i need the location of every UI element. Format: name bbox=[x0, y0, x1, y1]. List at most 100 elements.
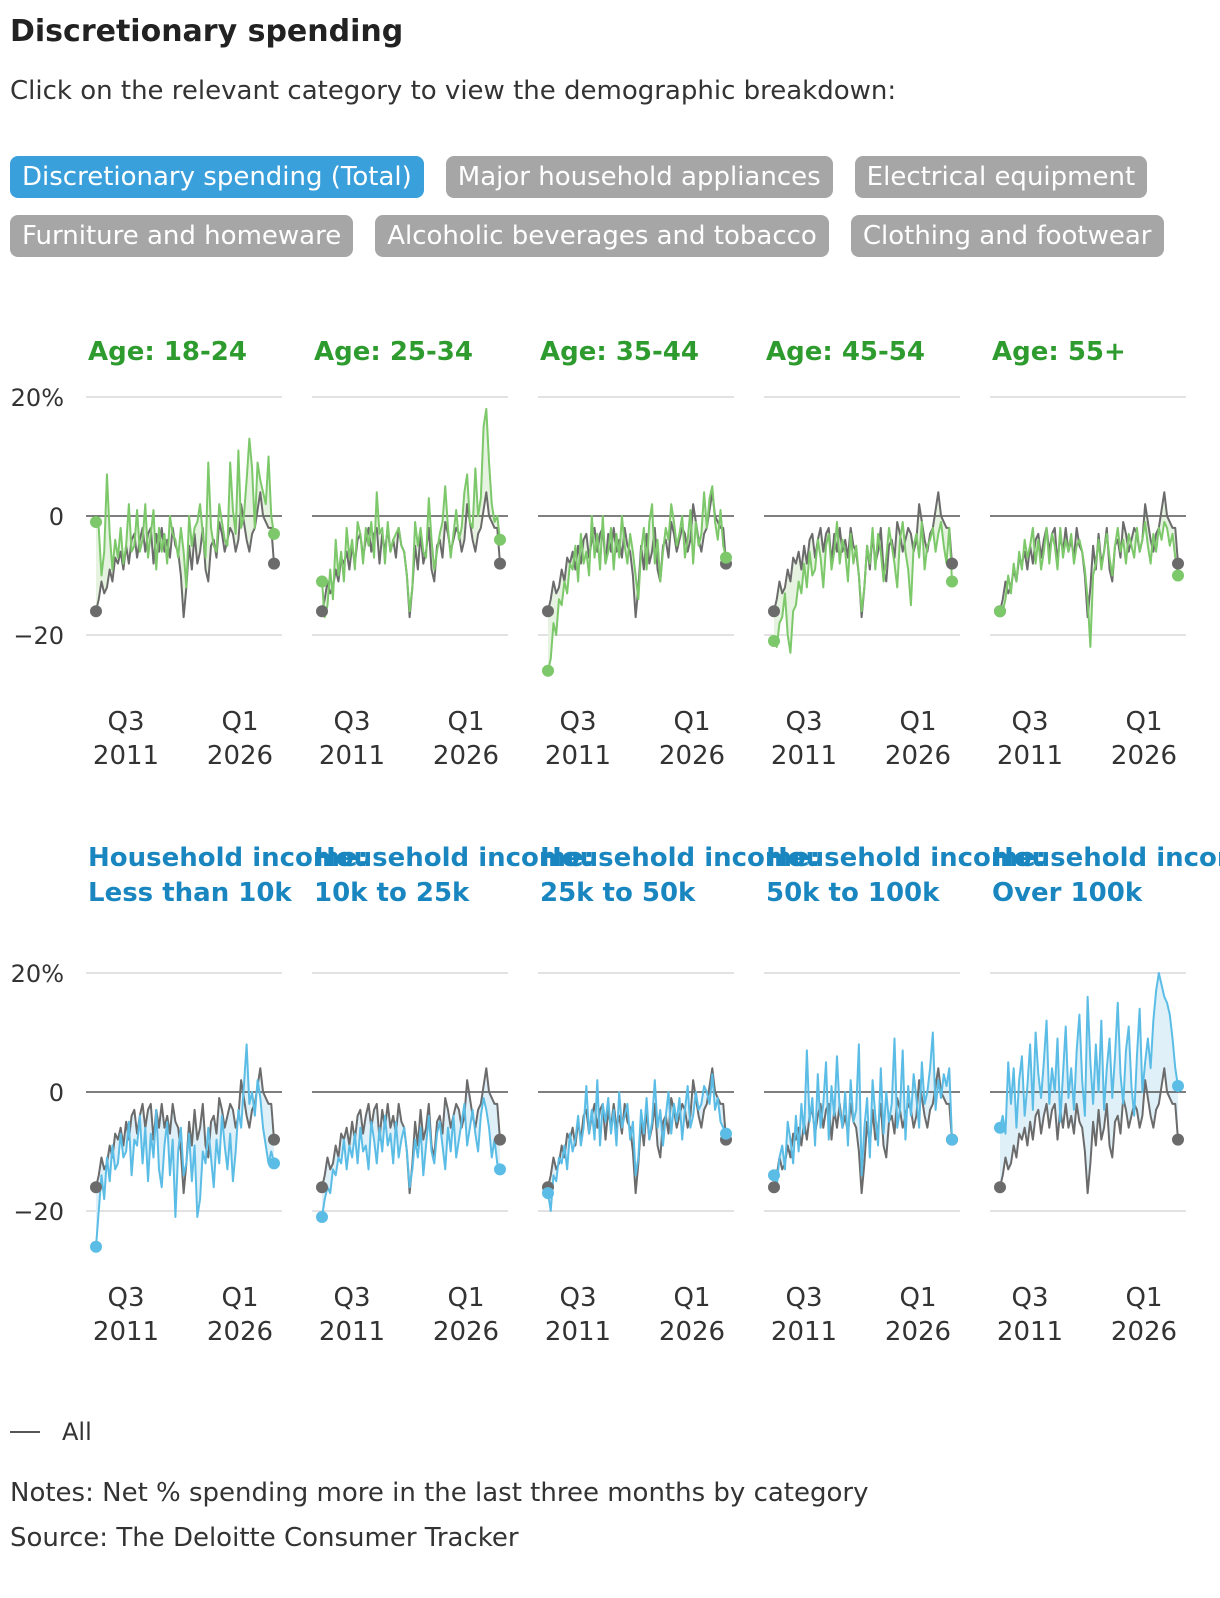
x-tick-label: Q1 bbox=[899, 707, 936, 737]
x-tick-label: Q3 bbox=[333, 707, 370, 737]
y-tick-label: 0 bbox=[49, 503, 64, 531]
series-line-group bbox=[547, 1073, 727, 1212]
series-end-point bbox=[1172, 1080, 1184, 1093]
series-end-point bbox=[268, 527, 280, 540]
category-button-alcoholic-beverages-and-tobacco[interactable]: Alcoholic beverages and tobacco bbox=[375, 215, 829, 257]
x-tick-label: 2026 bbox=[659, 1317, 725, 1347]
x-tick-label: 2011 bbox=[545, 1317, 611, 1347]
x-tick-label: Q3 bbox=[1011, 1283, 1048, 1313]
chart-legend: All bbox=[10, 1418, 92, 1446]
panel-age-25-34: Age: 25-34 Q3 2011 Q1 2026 bbox=[312, 337, 508, 771]
panel-household-income-less-than-10k: Household income: Less than 10k Q3 2011 Q1 20… bbox=[86, 843, 368, 1347]
series-line-group bbox=[547, 485, 727, 671]
x-tick-label: Q1 bbox=[447, 707, 484, 737]
series-start-point bbox=[90, 515, 102, 528]
series-start-point bbox=[90, 1240, 102, 1253]
y-tick-label: −20 bbox=[13, 1198, 64, 1226]
series-end-point bbox=[720, 551, 732, 564]
panel-age-55-: Age: 55+ Q3 2011 Q1 2026 bbox=[990, 337, 1186, 771]
y-tick-label: −20 bbox=[13, 622, 64, 650]
series-end-point bbox=[720, 1127, 732, 1140]
series-end-point bbox=[946, 575, 958, 588]
panel-title: Household income: 25k to 50k bbox=[540, 843, 820, 908]
all-end-point bbox=[946, 557, 958, 570]
series-end-point bbox=[268, 1157, 280, 1170]
page-title: Discretionary spending bbox=[10, 14, 404, 49]
legend-all-label: All bbox=[62, 1418, 92, 1446]
category-button-clothing-and-footwear[interactable]: Clothing and footwear bbox=[850, 215, 1164, 257]
y-tick-label: 20% bbox=[11, 960, 64, 988]
x-tick-label: Q3 bbox=[785, 1283, 822, 1313]
series-line-group bbox=[999, 972, 1179, 1135]
chart-notes: Notes: Net % spending more in the last t… bbox=[10, 1478, 869, 1508]
all-end-point bbox=[494, 557, 506, 570]
all-end-point bbox=[1172, 557, 1184, 570]
x-tick-label: Q3 bbox=[333, 1283, 370, 1313]
x-tick-label: Q3 bbox=[559, 1283, 596, 1313]
series-line-group bbox=[95, 1043, 275, 1247]
category-button-major-household-appliances[interactable]: Major household appliances bbox=[445, 156, 833, 198]
series-start-point bbox=[316, 1210, 328, 1223]
x-tick-label: Q1 bbox=[1125, 1283, 1162, 1313]
series-start-point bbox=[542, 1187, 554, 1200]
x-tick-label: 2026 bbox=[885, 1317, 951, 1347]
all-end-point bbox=[494, 1133, 506, 1146]
panel-age-35-44: Age: 35-44 Q3 2011 Q1 2026 bbox=[538, 337, 734, 771]
series-line-all bbox=[999, 1067, 1179, 1195]
series-start-point bbox=[768, 634, 780, 647]
x-tick-label: 2011 bbox=[319, 1317, 385, 1347]
x-tick-label: 2011 bbox=[319, 741, 385, 771]
x-tick-label: Q1 bbox=[673, 707, 710, 737]
series-start-point bbox=[994, 1121, 1006, 1134]
x-tick-label: Q1 bbox=[447, 1283, 484, 1313]
panel-title: Age: 18-24 bbox=[88, 337, 247, 367]
panel-title: Household income: Less than 10k bbox=[88, 843, 368, 908]
panel-title: Household income:Over 100k bbox=[992, 843, 1220, 908]
x-tick-label: 2011 bbox=[545, 741, 611, 771]
all-start-point bbox=[768, 1181, 780, 1194]
x-tick-label: 2026 bbox=[433, 1317, 499, 1347]
panel-title: Age: 25-34 bbox=[314, 337, 473, 367]
series-start-point bbox=[542, 664, 554, 677]
panel-age-45-54: Age: 45-54 Q3 2011 Q1 2026 bbox=[764, 337, 960, 771]
x-tick-label: 2026 bbox=[207, 1317, 273, 1347]
series-end-point bbox=[946, 1133, 958, 1146]
x-tick-label: 2011 bbox=[771, 1317, 837, 1347]
y-tick-label: 0 bbox=[49, 1079, 64, 1107]
category-button-electrical-equipment[interactable]: Electrical equipment bbox=[854, 156, 1148, 198]
panel-title: Age: 35-44 bbox=[540, 337, 699, 367]
x-tick-label: Q3 bbox=[1011, 707, 1048, 737]
all-start-point bbox=[542, 605, 554, 618]
series-line-group bbox=[321, 407, 501, 619]
legend-all-line-swatch bbox=[10, 1431, 40, 1433]
all-end-point bbox=[1172, 1133, 1184, 1146]
x-tick-label: Q3 bbox=[785, 707, 822, 737]
all-start-point bbox=[768, 605, 780, 618]
x-tick-label: 2011 bbox=[997, 741, 1063, 771]
all-end-point bbox=[268, 557, 280, 570]
x-tick-label: 2026 bbox=[207, 741, 273, 771]
x-tick-label: 2026 bbox=[433, 741, 499, 771]
all-start-point bbox=[90, 1181, 102, 1194]
x-tick-label: Q1 bbox=[899, 1283, 936, 1313]
category-button-row-1: Discretionary spending (Total) Major hous… bbox=[10, 156, 1148, 198]
x-tick-label: 2011 bbox=[771, 741, 837, 771]
series-line-group bbox=[95, 437, 275, 589]
difference-area bbox=[322, 1068, 500, 1217]
all-start-point bbox=[316, 1181, 328, 1194]
series-start-point bbox=[768, 1169, 780, 1182]
series-line-group bbox=[773, 1031, 953, 1189]
difference-area bbox=[322, 408, 500, 618]
category-button-discretionary-spending-total[interactable]: Discretionary spending (Total) bbox=[10, 156, 424, 198]
x-tick-label: 2011 bbox=[93, 741, 159, 771]
panel-title: Household income: 10k to 25k bbox=[314, 843, 594, 908]
panel-household-income-50k-to-100k: Household income: 50k to 100k Q3 2011 Q1 2026 bbox=[764, 843, 1046, 1347]
panel-title: Age: 55+ bbox=[992, 337, 1126, 367]
category-button-furniture-and-homeware[interactable]: Furniture and homeware bbox=[10, 215, 354, 257]
chart-source: Source: The Deloitte Consumer Tracker bbox=[10, 1523, 519, 1553]
x-tick-label: Q1 bbox=[673, 1283, 710, 1313]
all-start-point bbox=[994, 1181, 1006, 1194]
panel-title: Age: 45-54 bbox=[766, 337, 925, 367]
difference-area bbox=[96, 1044, 274, 1247]
